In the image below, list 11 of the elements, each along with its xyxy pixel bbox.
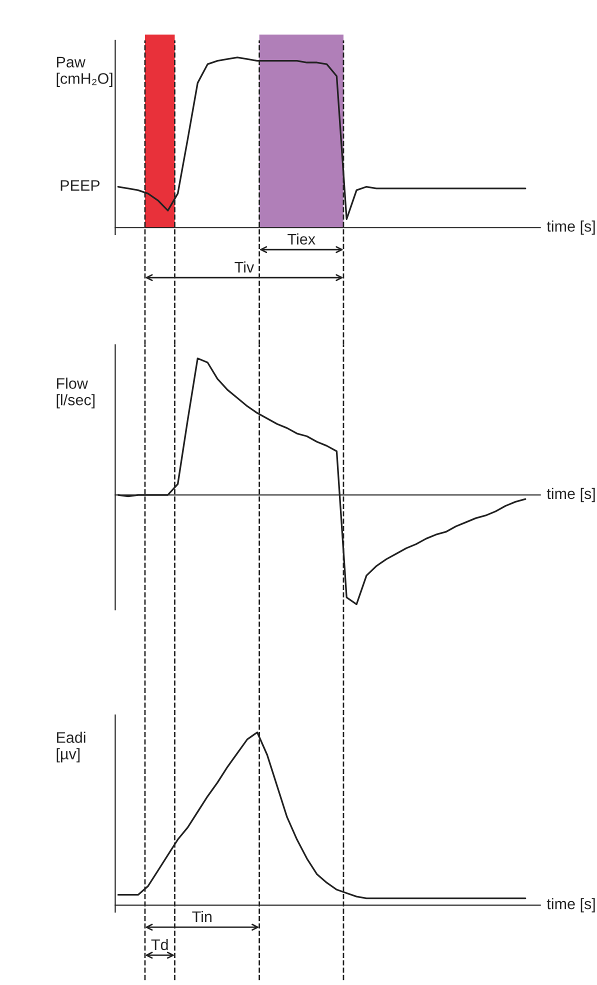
text: Tiv bbox=[234, 261, 254, 272]
x-axis-title: time [s] bbox=[546, 488, 595, 502]
text: Td bbox=[151, 938, 168, 950]
x-axis-title: time [s] bbox=[546, 898, 595, 912]
x-axis-title: time [s] bbox=[546, 220, 595, 235]
y-axis-title: Flow [l/sec] bbox=[56, 378, 95, 408]
y-axis-title: Eadi [µv] bbox=[56, 732, 86, 762]
text: Tin bbox=[192, 910, 212, 922]
text: Tiex bbox=[288, 233, 316, 245]
text: PEEP bbox=[60, 180, 100, 191]
y-axis-title: Paw [cmH₂O] bbox=[56, 56, 112, 87]
